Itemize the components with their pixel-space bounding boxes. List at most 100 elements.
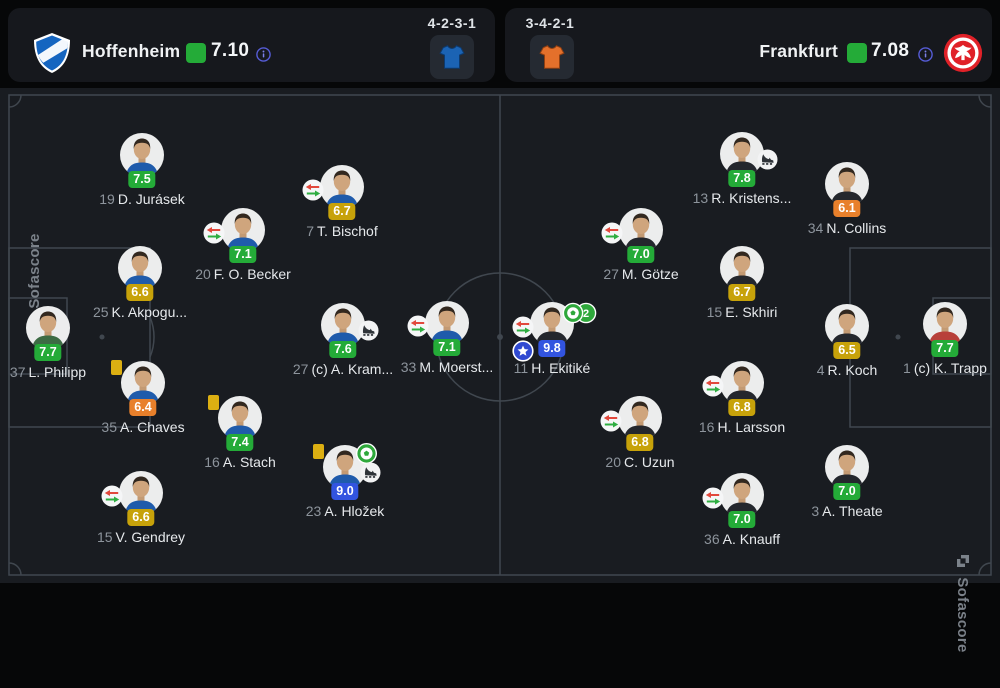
player-number: 11	[513, 360, 529, 376]
player-home-23[interactable]: 9.0 23 A. Hložek	[275, 442, 415, 529]
home-team-header-card: Hoffenheim 7.10 4-2-3-1	[8, 8, 495, 82]
players-layer: 7.7 37 L. Philipp 7.5 19 D. Jurásek 6.6 25 K. …	[0, 132, 1000, 557]
player-avatar	[825, 162, 869, 206]
substitution-icon	[601, 222, 623, 249]
player-rating-badge: 7.0	[627, 246, 655, 263]
player-name-label: 15 E. Skhiri	[707, 304, 778, 321]
player-name: A. Chaves	[119, 419, 185, 435]
player-name: (c) K. Trapp	[913, 360, 987, 376]
player-home-15[interactable]: 6.6 15 V. Gendrey	[71, 471, 211, 555]
player-away-11[interactable]: 2 9.8 11 H. Ekitiké	[482, 302, 622, 386]
player-away-16[interactable]: 6.8 16 H. Larsson	[672, 361, 812, 445]
player-number: 15	[706, 304, 723, 320]
player-number: 35	[101, 419, 117, 435]
player-name-label: 19 D. Jurásek	[99, 191, 185, 208]
player-name: (c) A. Kram...	[311, 361, 394, 377]
player-name-label: 3 A. Theate	[811, 503, 882, 520]
player-home-20[interactable]: 7.1 20 F. O. Becker	[173, 208, 313, 292]
player-away-36[interactable]: 7.0 36 A. Knauff	[672, 473, 812, 557]
player-name-label: 35 A. Chaves	[101, 419, 184, 436]
player-number: 1	[903, 360, 911, 376]
player-name-label: 20 C. Uzun	[605, 454, 674, 471]
player-name: A. Hložek	[324, 503, 385, 519]
hoffenheim-crest-logo[interactable]	[30, 31, 74, 75]
assist-boot-icon	[358, 320, 379, 346]
player-rating-badge: 9.0	[331, 483, 359, 500]
player-name-label: 11 H. Ekitiké	[514, 360, 591, 377]
player-rating-badge: 6.8	[728, 399, 756, 416]
goal-icon	[355, 442, 378, 469]
player-rating-badge: 7.0	[833, 483, 861, 500]
player-name: A. Theate	[822, 503, 883, 519]
sofascore-logo-icon	[955, 553, 971, 569]
player-rating-badge: 6.7	[328, 203, 356, 220]
player-away-34[interactable]: 6.1 34 N. Collins	[777, 162, 917, 246]
player-away-27[interactable]: 7.0 27 M. Götze	[571, 208, 711, 292]
player-number: 34	[807, 220, 824, 236]
player-rating-badge: 6.4	[129, 399, 157, 416]
player-number: 4	[816, 362, 825, 378]
assist-boot-icon	[360, 462, 381, 488]
player-home-35[interactable]: 6.4 35 A. Chaves	[73, 360, 213, 445]
player-name: M. Moerst...	[419, 359, 494, 375]
player-away-13[interactable]: 7.8 13 R. Kristens...	[672, 132, 812, 216]
sofascore-watermark: Sofascore	[952, 518, 974, 688]
player-name: R. Kristens...	[711, 190, 792, 206]
player-of-match-star-icon	[512, 340, 534, 367]
substitution-icon	[407, 315, 429, 342]
player-home-7[interactable]: 6.7 7 T. Bischof	[272, 165, 412, 249]
player-home-37[interactable]: 7.7 37 L. Philipp	[0, 306, 118, 390]
player-away-15[interactable]: 6.7 15 E. Skhiri	[672, 246, 812, 330]
player-number: 25	[92, 304, 109, 320]
substitution-icon	[702, 487, 724, 514]
player-name-label: 23 A. Hložek	[306, 503, 385, 520]
player-name-label: 36 A. Knauff	[704, 531, 780, 548]
player-home-19[interactable]: 7.5 19 D. Jurásek	[72, 133, 212, 217]
player-home-16[interactable]: 7.4 16 A. Stach	[170, 395, 310, 480]
away-team-name[interactable]: Frankfurt	[759, 41, 838, 61]
player-name: F. O. Becker	[213, 266, 291, 282]
player-name: A. Stach	[222, 454, 276, 470]
home-team-rating: 7.10	[211, 40, 250, 61]
player-rating-badge: 6.7	[728, 284, 756, 301]
player-home-27[interactable]: 7.6 27 (c) A. Kram...	[273, 303, 413, 387]
player-rating-badge: 9.8	[538, 340, 566, 357]
player-name-label: 15 V. Gendrey	[97, 529, 185, 546]
player-name-label: 16 A. Stach	[204, 454, 276, 471]
player-away-3[interactable]: 7.0 3 A. Theate	[777, 445, 917, 529]
home-team-rating-color-box	[186, 43, 206, 63]
goal-x2-icon: 2	[562, 302, 598, 329]
player-name-label: 4 R. Koch	[817, 362, 878, 379]
away-team-rating: 7.08	[871, 40, 910, 61]
substitution-icon	[101, 485, 123, 512]
info-icon[interactable]	[918, 47, 933, 62]
player-number: 33	[400, 359, 417, 375]
substitution-icon	[302, 179, 324, 206]
player-name-label: 34 N. Collins	[808, 220, 886, 237]
player-away-20[interactable]: 6.8 20 C. Uzun	[570, 396, 710, 480]
player-name-label: 13 R. Kristens...	[693, 190, 792, 207]
player-away-1[interactable]: 7.7 1 (c) K. Trapp	[875, 302, 1000, 386]
sofascore-watermark-label: Sofascore	[25, 233, 43, 309]
player-name: N. Collins	[826, 220, 887, 236]
player-number: 16	[204, 454, 220, 470]
player-name: H. Larsson	[717, 419, 786, 435]
player-home-33[interactable]: 7.1 33 M. Moerst...	[377, 301, 517, 385]
player-name: K. Akpogu...	[111, 304, 188, 320]
player-away-4[interactable]: 6.5 4 R. Koch	[777, 304, 917, 388]
player-rating-badge: 7.7	[34, 344, 62, 361]
player-rating-badge: 6.1	[833, 200, 861, 217]
substitution-icon	[702, 375, 724, 402]
player-rating-badge: 7.5	[128, 171, 156, 188]
player-rating-badge: 7.1	[229, 246, 257, 263]
substitution-icon	[512, 316, 534, 343]
player-name-label: 20 F. O. Becker	[195, 266, 291, 283]
svg-text:2: 2	[583, 308, 589, 320]
player-name: V. Gendrey	[115, 529, 186, 545]
frankfurt-crest-logo[interactable]	[942, 32, 984, 74]
player-rating-badge: 6.8	[626, 434, 654, 451]
home-team-name[interactable]: Hoffenheim	[82, 41, 181, 61]
player-number: 27	[603, 266, 619, 282]
info-icon[interactable]	[256, 47, 271, 62]
player-home-25[interactable]: 6.6 25 K. Akpogu...	[70, 246, 210, 330]
